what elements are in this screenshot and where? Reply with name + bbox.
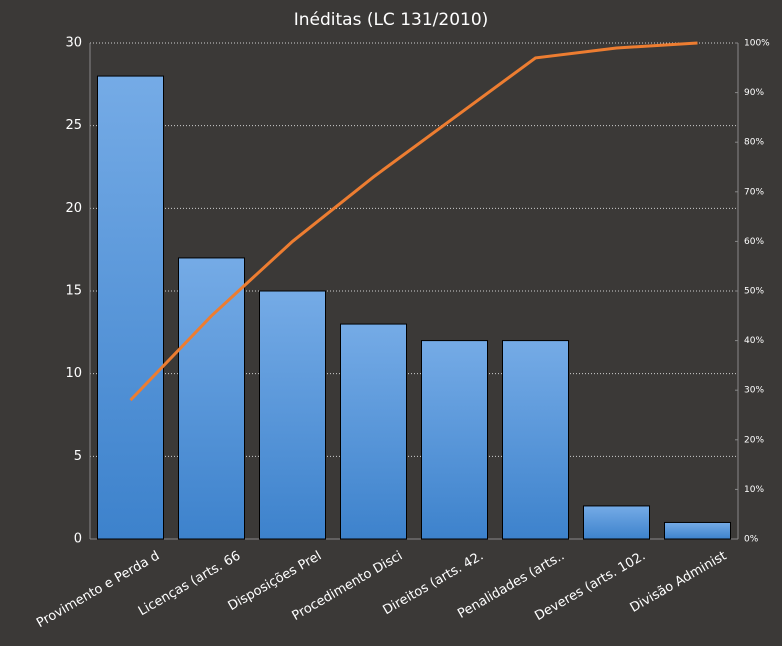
y2-tick-label: 30%	[744, 386, 764, 396]
y-tick-label: 30	[65, 36, 82, 51]
bar	[583, 505, 650, 540]
y2-tick-label: 10%	[744, 485, 764, 495]
bar	[340, 323, 407, 540]
y2-tick-label: 100%	[744, 39, 770, 49]
y-tick-label: 5	[74, 449, 82, 464]
bar	[259, 290, 326, 540]
line	[129, 41, 698, 402]
bar	[664, 521, 731, 540]
bar	[502, 340, 569, 540]
y2-tick-label: 60%	[744, 237, 764, 247]
bar	[178, 257, 245, 540]
y2-tick-label: 0%	[744, 535, 759, 545]
y2-tick-label: 50%	[744, 287, 764, 297]
y2-tick-label: 70%	[744, 187, 764, 197]
y-tick-label: 10	[65, 366, 82, 381]
y-tick-label: 15	[65, 284, 82, 299]
bar	[97, 75, 164, 540]
chart-title: Inéditas (LC 131/2010)	[294, 10, 489, 30]
y2-tick-label: 40%	[744, 336, 764, 346]
y-tick-label: 25	[65, 118, 82, 133]
y-tick-label: 0	[74, 532, 82, 547]
y2-tick-label: 80%	[744, 138, 764, 148]
y2-tick-label: 20%	[744, 435, 764, 445]
bar	[421, 340, 488, 540]
y-tick-label: 20	[65, 201, 82, 216]
y2-tick-label: 90%	[744, 88, 764, 98]
